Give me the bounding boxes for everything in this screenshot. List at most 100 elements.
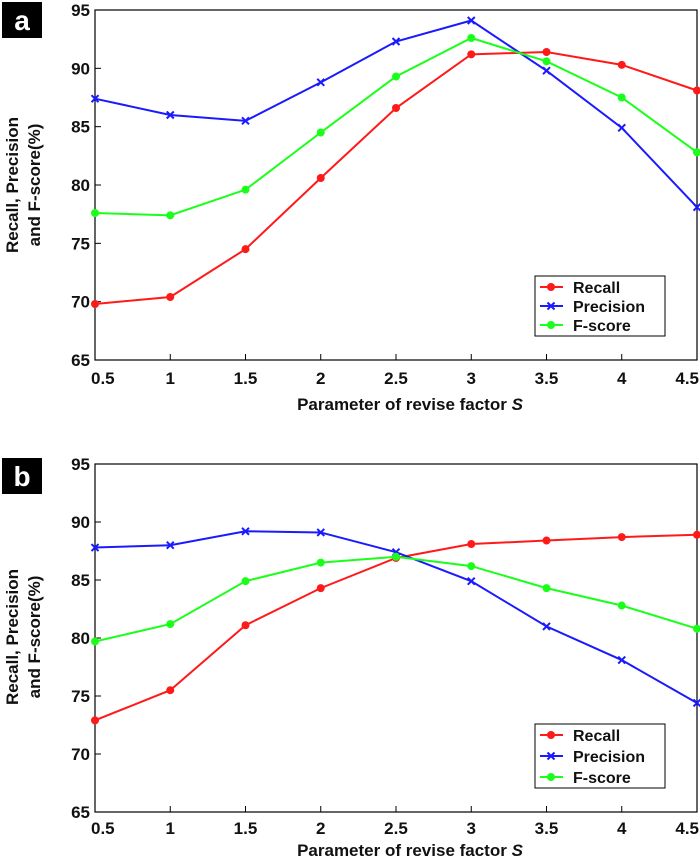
panel-b-precision-point — [467, 576, 476, 586]
panel-a-precision-point — [166, 110, 175, 120]
panel-a-f-score-point — [392, 72, 400, 81]
panel-a-recall-point — [617, 60, 626, 69]
panel-b-f-score-point — [392, 552, 400, 561]
panel-b-precision-point — [241, 527, 250, 536]
panel-a-recall-point — [166, 293, 175, 301]
panel-b-f-score-point — [693, 624, 700, 633]
panel-a-y-tick-label: 85 — [71, 118, 90, 137]
panel-a-y-axis-label-line1: Recall, Precision — [3, 117, 22, 253]
panel-b-x-axis-label-var: S — [512, 841, 524, 860]
panel-a-f-score-point — [166, 211, 175, 220]
panel-a-recall-point — [241, 245, 250, 254]
panel-a-x-tick-label: 4 — [617, 369, 627, 388]
panel-a-f-score-point — [241, 185, 250, 194]
panel-b-y-tick-label: 95 — [71, 455, 90, 474]
panel-b-x-tick-label: 2.5 — [384, 819, 408, 838]
panel-b-legend-swatch-marker — [547, 731, 555, 739]
panel-b-x-tick-label: 3 — [467, 819, 476, 838]
panel-b-f-score-point — [316, 558, 325, 567]
panel-b-legend-swatch-marker — [547, 773, 555, 781]
panel-a-f-score-point — [617, 93, 626, 102]
panel-a-y-tick-label: 75 — [71, 234, 90, 253]
panel-a-recall-point — [91, 300, 99, 308]
panel-b-x-axis-label-text: Parameter of revise factor — [297, 841, 512, 860]
panel-a-f-score-point — [693, 148, 700, 157]
panel-b-recall-point — [693, 530, 700, 539]
panel-b-y-tick-label: 90 — [71, 513, 90, 532]
panel-b-x-tick-label: 0.5 — [91, 819, 115, 838]
panel-a-x-tick-label: 2 — [316, 369, 325, 388]
panel-a-recall-point — [316, 174, 325, 182]
panel-b-legend-item-f-score: F-score — [540, 770, 631, 787]
panel-b-x-axis-label: Parameter of revise factor S — [297, 841, 524, 860]
panel-b-f-score-point — [617, 601, 626, 610]
panel-a-x-tick-label: 1.5 — [234, 369, 258, 388]
panel-b-y-tick-label: 65 — [71, 803, 90, 822]
panel-a-x-tick-label: 2.5 — [384, 369, 408, 388]
panel-a-precision-point — [467, 16, 476, 25]
panel-b-series-f-score — [91, 552, 700, 646]
panel-a-legend-label: Precision — [573, 299, 645, 316]
panel-b-x-tick-label: 2 — [316, 819, 325, 838]
panel-a-legend-item-recall: Recall — [540, 280, 620, 297]
panel-a-y-tick-label: 95 — [71, 1, 90, 20]
panel-a-f-score-point — [316, 128, 325, 137]
panel-b-precision-point — [166, 540, 175, 550]
panel-b-precision-point — [316, 528, 325, 537]
panel-b-recall-point — [91, 716, 99, 725]
panel-b-f-score-point — [166, 620, 175, 629]
panel-b-precision-point — [617, 655, 626, 665]
panel-b-recall-line — [94, 533, 698, 722]
panel-b-legend-label: Precision — [573, 749, 645, 766]
panel-b-recall-point — [316, 584, 325, 593]
panel-a-precision-point — [692, 202, 700, 212]
panel-b-precision-point — [692, 698, 700, 708]
panel-a-series-f-score — [91, 34, 700, 220]
panel-b-legend-label: Recall — [573, 728, 620, 745]
panel-a-precision-point — [391, 37, 401, 46]
panel-b-recall-point — [166, 686, 175, 695]
panel-b-badge — [2, 458, 42, 494]
panel-a-x-axis-label: Parameter of revise factor S — [297, 395, 524, 414]
panel-b-x-tick-label: 3.5 — [535, 819, 559, 838]
panel-b-recall-point — [617, 533, 626, 542]
chart-panel-b: b 65 70 75 80 85 90 95 0.5 1 1.5 2 2.5 3 3.5 4 4.5 Rec… — [2, 455, 700, 860]
panel-a-precision-point — [617, 123, 626, 133]
panel-a-recall-point — [542, 48, 551, 56]
panel-a-x-tick-label: 0.5 — [91, 369, 115, 388]
panel-b-precision-point — [542, 622, 551, 631]
panel-a-legend-label: Recall — [573, 280, 620, 297]
panel-b-f-score-point — [467, 562, 476, 571]
panel-b-recall-point — [241, 621, 250, 630]
panel-a-y-tick-label: 90 — [71, 59, 90, 78]
panel-a-legend-item-precision: Precision — [540, 299, 645, 316]
panel-b-x-tick-label: 1.5 — [234, 819, 258, 838]
panel-a-series-recall — [91, 48, 700, 308]
panel-b-legend-item-precision: Precision — [540, 749, 645, 766]
panel-a-y-tick-label: 70 — [71, 293, 90, 312]
panel-b-y-tick-label: 70 — [71, 745, 90, 764]
panel-a-recall-point — [392, 104, 400, 112]
panel-b-f-score-line — [94, 555, 698, 643]
panel-b-legend-label: F-score — [573, 770, 631, 787]
panel-b-f-score-point — [241, 577, 250, 586]
panel-a-precision-point — [241, 116, 250, 126]
panel-a-x-tick-label: 4.5 — [675, 369, 699, 388]
panel-a-recall-point — [693, 86, 700, 95]
panel-a-f-score-point — [467, 34, 476, 42]
panel-a-legend-swatch-marker — [547, 283, 555, 291]
panel-b-letter: b — [13, 461, 30, 492]
panel-a-x-axis-label-text: Parameter of revise factor — [297, 395, 512, 414]
panel-b-y-tick-label: 75 — [71, 687, 90, 706]
panel-a-f-score-point — [91, 209, 99, 217]
panel-a-y-tick-label: 65 — [71, 351, 90, 370]
panel-b-legend-swatch-marker — [546, 751, 556, 761]
panel-a-legend-swatch-marker — [547, 321, 555, 329]
panel-b-y-tick-label: 80 — [71, 629, 90, 648]
panel-a-x-tick-label: 1 — [166, 369, 175, 388]
panel-a-f-score-line — [94, 36, 698, 217]
panel-b-f-score-point — [542, 584, 551, 593]
panel-a-recall-point — [467, 50, 476, 59]
panel-a-series-precision — [90, 16, 700, 212]
